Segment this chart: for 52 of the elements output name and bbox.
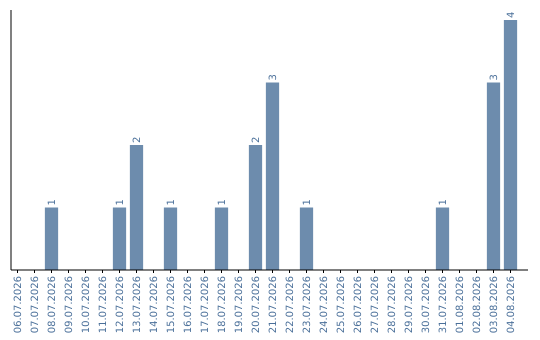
x-tick-label: 12.07.2026: [115, 276, 126, 334]
bar: [266, 82, 280, 270]
x-tick-label: 13.07.2026: [132, 276, 143, 334]
x-tick-label: 25.07.2026: [336, 276, 347, 334]
x-tick-label: 11.07.2026: [98, 276, 109, 334]
x-tick-label: 30.07.2026: [421, 276, 432, 334]
bar: [214, 208, 228, 270]
x-tick-label: 22.07.2026: [285, 276, 296, 334]
data-label: 1: [166, 199, 177, 206]
x-tick-label: 17.07.2026: [200, 276, 211, 334]
x-tick-label: 31.07.2026: [438, 276, 449, 334]
x-tick-label: 23.07.2026: [302, 276, 313, 334]
x-tick-label: 19.07.2026: [234, 276, 245, 334]
x-tick-label: 07.07.2026: [30, 276, 41, 334]
bar: [486, 82, 500, 270]
data-label: 3: [268, 74, 279, 80]
x-tick-label: 02.08.2026: [472, 276, 483, 334]
data-label: 1: [115, 199, 126, 206]
x-tick-label: 29.07.2026: [404, 276, 415, 334]
x-tick-label: 04.08.2026: [506, 276, 517, 334]
x-tick-label: 09.07.2026: [64, 276, 75, 334]
x-tick-label: 27.07.2026: [370, 276, 381, 334]
x-tick-label: 01.08.2026: [455, 276, 466, 334]
bar: [300, 208, 314, 270]
data-label: 1: [438, 199, 449, 206]
x-tick-label: 24.07.2026: [319, 276, 330, 334]
x-tick-label: 28.07.2026: [387, 276, 398, 334]
x-tick-label: 06.07.2026: [13, 276, 24, 334]
bar: [504, 20, 518, 270]
bar: [164, 208, 178, 270]
x-tick-label: 14.07.2026: [149, 276, 160, 334]
x-tick-label: 20.07.2026: [251, 276, 262, 334]
bar: [112, 208, 126, 270]
x-tick-label: 03.08.2026: [489, 276, 500, 334]
data-label: 3: [489, 74, 500, 80]
data-label: 1: [47, 199, 58, 206]
x-tick-label: 15.07.2026: [166, 276, 177, 334]
data-label: 4: [506, 12, 517, 18]
x-tick-label: 18.07.2026: [217, 276, 228, 334]
bar: [248, 145, 262, 270]
data-label: 1: [302, 199, 313, 206]
bar: [436, 208, 450, 270]
x-tick-label: 21.07.2026: [268, 276, 279, 334]
x-tick-label: 08.07.2026: [47, 276, 58, 334]
bar: [130, 145, 144, 270]
x-tick-label: 26.07.2026: [353, 276, 364, 334]
x-tick-label: 10.07.2026: [81, 276, 92, 334]
data-label: 1: [217, 199, 228, 206]
x-tick-label: 16.07.2026: [183, 276, 194, 334]
data-label: 2: [251, 136, 262, 143]
data-label: 2: [132, 136, 143, 143]
bar: [44, 208, 58, 270]
